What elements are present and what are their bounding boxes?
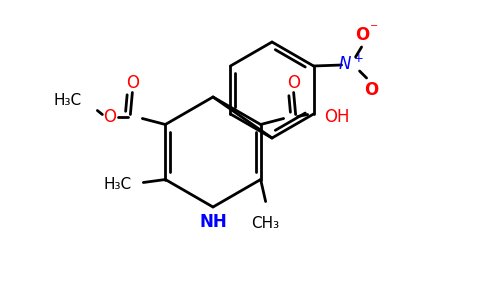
Text: O: O	[364, 81, 378, 99]
Text: CH₃: CH₃	[252, 215, 280, 230]
Text: H₃C: H₃C	[103, 177, 131, 192]
Text: NH: NH	[199, 213, 227, 231]
Text: O: O	[126, 74, 139, 92]
Text: O: O	[103, 109, 116, 127]
Text: O: O	[287, 74, 300, 92]
Text: OH: OH	[324, 107, 349, 125]
Text: $N^+$: $N^+$	[338, 54, 365, 74]
Text: O: O	[355, 26, 370, 44]
Text: H₃C: H₃C	[53, 93, 81, 108]
Text: $^-$: $^-$	[367, 22, 378, 36]
